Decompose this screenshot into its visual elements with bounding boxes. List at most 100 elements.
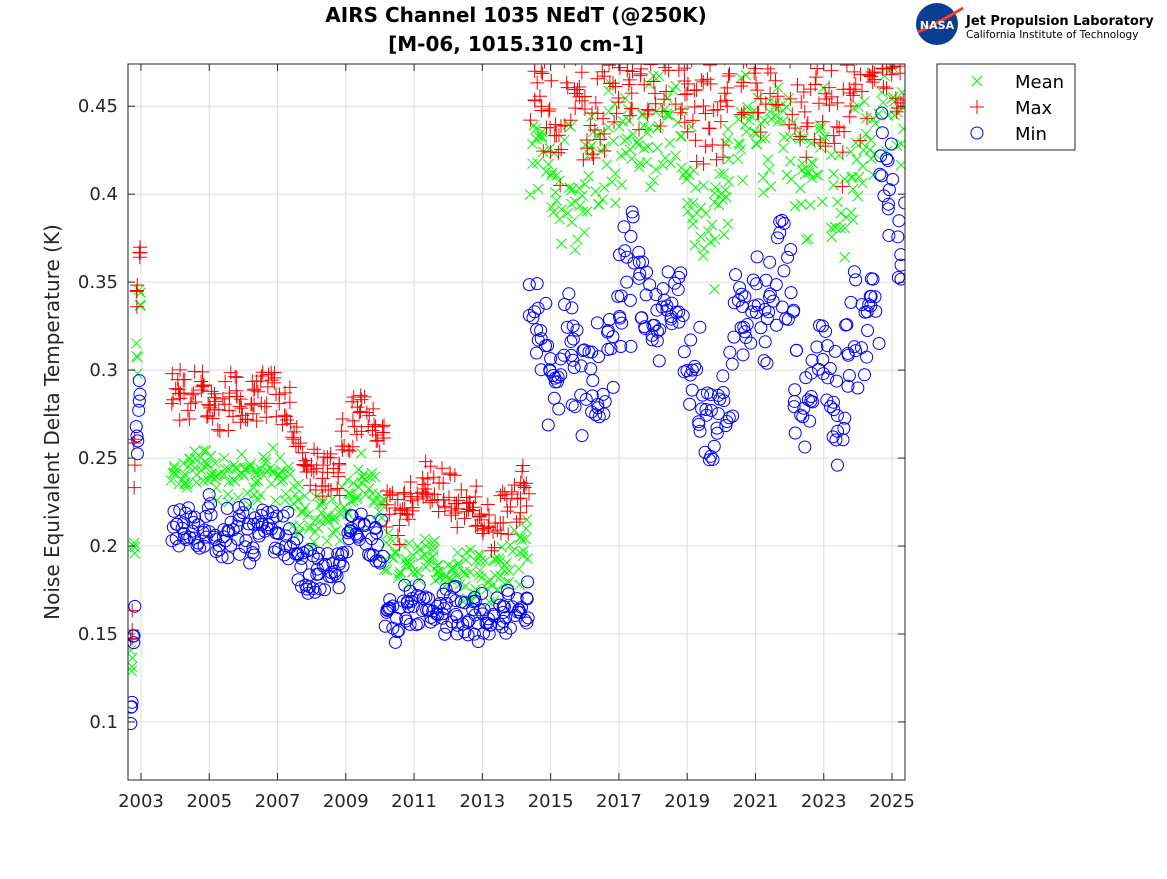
data-point-max (475, 523, 490, 538)
data-point-mean (703, 226, 714, 238)
data-point-max (315, 489, 330, 504)
data-point-mean (317, 498, 328, 509)
data-point-mean (554, 213, 566, 225)
data-point-min (312, 546, 326, 560)
axes-box (127, 63, 906, 781)
data-point-mean (586, 140, 597, 152)
y-tick-label: 0.25 (78, 448, 118, 469)
data-point-mean (536, 126, 548, 138)
data-point-mean (664, 137, 676, 149)
data-point-mean (501, 557, 512, 569)
data-point-mean (503, 565, 515, 577)
x-tick-label: 2017 (596, 791, 642, 812)
data-point-min (335, 548, 349, 562)
data-point-max (799, 119, 814, 134)
series-min (128, 106, 905, 730)
data-point-max (332, 488, 347, 503)
data-point-max (359, 405, 374, 420)
data-point-max (625, 101, 640, 116)
data-point-max (166, 392, 181, 407)
data-point-max (277, 408, 292, 423)
data-point-mean (807, 158, 819, 169)
data-point-max (369, 434, 384, 449)
data-point-max (392, 537, 407, 552)
data-point-mean (661, 108, 673, 119)
data-point-mean (504, 539, 516, 551)
data-point-max (716, 150, 731, 165)
data-point-mean (321, 535, 333, 547)
data-point-min (128, 636, 141, 650)
data-point-mean (832, 196, 843, 208)
data-point-mean (133, 284, 145, 296)
data-point-min (184, 510, 198, 524)
data-point-max (515, 458, 530, 473)
data-point-mean (847, 214, 859, 226)
data-point-mean (718, 167, 730, 179)
data-point-mean (232, 492, 244, 503)
data-point-mean (244, 499, 255, 511)
data-point-max (415, 485, 430, 500)
data-point-max (815, 114, 830, 129)
data-point-min (518, 613, 532, 627)
data-point-mean (211, 482, 222, 494)
nasa-badge-text: NASA (920, 19, 955, 32)
data-point-min (683, 397, 697, 411)
data-point-min (766, 294, 780, 308)
data-point-mean (556, 204, 567, 215)
data-point-max (199, 409, 214, 424)
data-point-mean (806, 172, 818, 184)
data-point-min (566, 332, 580, 346)
legend-label-max: Max (1015, 98, 1053, 119)
data-point-max (265, 373, 280, 388)
data-point-min (246, 541, 260, 555)
data-point-mean (709, 234, 721, 245)
data-point-max (180, 403, 195, 418)
data-point-min (550, 375, 564, 389)
data-point-max (611, 95, 626, 110)
data-point-max (353, 404, 368, 419)
data-point-mean (474, 549, 486, 561)
data-point-min (881, 154, 895, 168)
data-point-min (884, 137, 898, 151)
data-point-max (622, 108, 637, 123)
data-point-max (172, 413, 187, 428)
data-point-min (261, 518, 275, 532)
data-point-min (575, 429, 589, 443)
data-point-mean (211, 494, 223, 506)
data-point-min (294, 560, 308, 574)
data-point-max (842, 109, 857, 124)
data-point-mean (470, 556, 482, 567)
data-point-min (481, 612, 495, 626)
data-point-min (269, 526, 283, 540)
data-point-max (641, 103, 656, 118)
data-point-max (597, 126, 612, 141)
data-point-max (316, 458, 331, 473)
data-point-max (602, 64, 617, 73)
data-point-min (894, 272, 905, 286)
data-point-max (893, 64, 895, 68)
data-point-mean (877, 97, 889, 108)
data-point-max (625, 64, 640, 79)
data-point-mean (795, 182, 806, 194)
data-point-mean (181, 482, 193, 493)
data-point-max (813, 135, 828, 150)
y-tick-label: 0.4 (89, 184, 118, 205)
data-point-min (133, 387, 147, 401)
data-point-max (696, 156, 711, 171)
data-point-mean (642, 141, 654, 153)
data-point-min (784, 242, 798, 256)
data-point-max (846, 88, 861, 103)
data-point-mean (758, 187, 769, 198)
data-point-mean (853, 171, 865, 183)
data-point-max (205, 411, 220, 426)
data-point-max (503, 499, 518, 514)
data-point-max (390, 528, 405, 543)
data-point-max (397, 485, 412, 500)
data-point-min (855, 298, 869, 312)
data-point-min (439, 596, 453, 610)
data-point-min (862, 298, 876, 312)
data-point-mean (407, 549, 419, 561)
data-point-min (758, 302, 772, 316)
data-point-max (611, 64, 613, 69)
data-point-max (832, 120, 847, 135)
